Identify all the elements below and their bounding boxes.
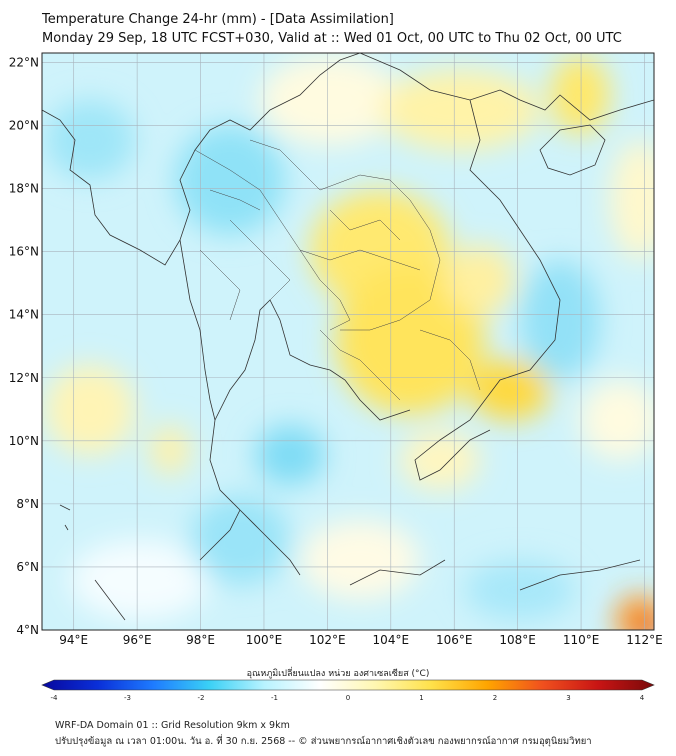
colorbar-tick-label: 2 [493,694,497,702]
lon-tick-label: 102°E [309,633,346,647]
latitude-axis: 22°N 20°N 18°N 16°N 14°N 12°N 10°N 8°N 6°N 4°N [9,55,39,637]
lon-tick-label: 104°E [373,633,410,647]
lon-tick-label: 110°E [563,633,600,647]
lat-tick-label: 22°N [9,55,39,69]
colorbar-tick-label: -3 [124,694,131,702]
colorbar-tick-label: 4 [640,694,645,702]
lon-tick-label: 96°E [123,633,152,647]
lat-tick-label: 12°N [9,371,39,385]
lat-tick-label: 20°N [9,119,39,133]
admin-boundaries [194,139,481,401]
lon-tick-label: 112°E [626,633,663,647]
colorbar-tick-label: -2 [198,694,205,702]
colorbar-tick-label: 1 [419,694,423,702]
lat-tick-label: 16°N [9,245,39,259]
lat-tick-label: 8°N [16,497,39,511]
lat-tick-label: 18°N [9,182,39,196]
colorbar-tick-label: -1 [271,694,278,702]
lon-tick-label: 108°E [499,633,536,647]
chart-title: Temperature Change 24-hr (mm) - [Data As… [42,12,394,27]
lon-tick-label: 98°E [186,633,215,647]
colorbar-label: อุณหภูมิเปลี่ยนแปลง หน่วย องศาเซลเซียส (… [246,669,430,679]
colorbar: -4 -3 -2 -1 0 1 2 3 4 [41,679,655,702]
lat-tick-label: 6°N [16,560,39,574]
colorbar-tick-label: 3 [566,694,570,702]
lat-tick-label: 10°N [9,434,39,448]
lat-tick-label: 14°N [9,308,39,322]
colorbar-bar [41,679,655,691]
lon-tick-label: 94°E [59,633,88,647]
coastlines [42,53,654,621]
chart-subtitle: Monday 29 Sep, 18 UTC FCST+030, Valid at… [42,31,622,46]
lon-tick-label: 100°E [246,633,283,647]
lon-tick-label: 106°E [436,633,473,647]
footer-credit: ปรับปรุงข้อมูล ณ เวลา 01:00น. วัน อ. ที่… [55,736,592,747]
plot-frame [41,52,655,631]
colorbar-tick-label: 0 [346,694,350,702]
lat-tick-label: 4°N [16,623,39,637]
footer-model-info: WRF-DA Domain 01 :: Grid Resolution 9km … [55,720,290,731]
colorbar-tick-label: -4 [51,694,59,702]
temperature-change-field [42,53,654,630]
longitude-axis: 94°E 96°E 98°E 100°E 102°E 104°E 106°E 108°E 110… [59,633,662,647]
